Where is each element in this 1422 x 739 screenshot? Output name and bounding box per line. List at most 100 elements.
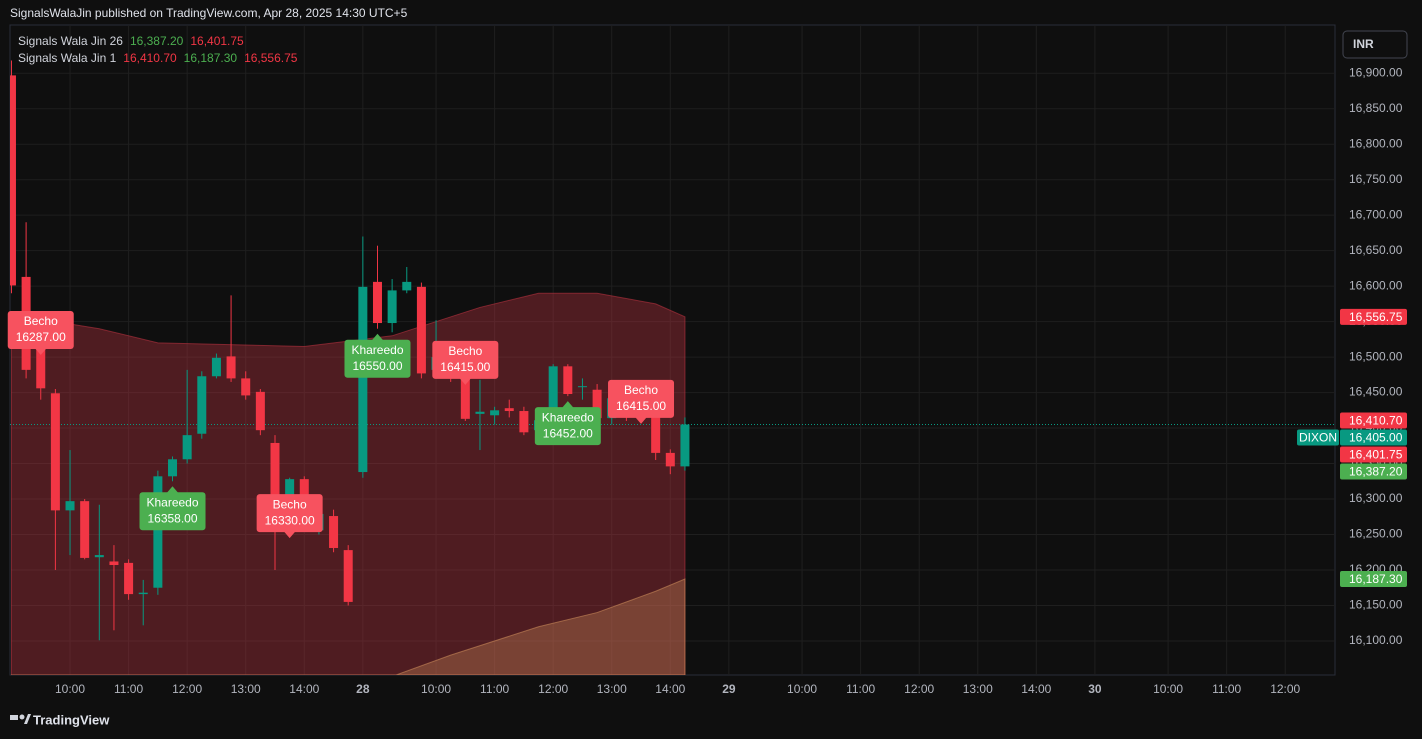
y-tick-label: 16,900.00 bbox=[1349, 65, 1403, 79]
candle-body bbox=[197, 376, 207, 434]
price-badge bbox=[1340, 429, 1407, 446]
candle-body bbox=[168, 459, 178, 477]
candle-body bbox=[109, 561, 119, 566]
x-tick-label: 29 bbox=[722, 682, 736, 696]
x-tick-label: 13:00 bbox=[231, 682, 261, 696]
signal-box bbox=[608, 379, 675, 418]
x-tick-label: 13:00 bbox=[597, 682, 627, 696]
candle-body bbox=[475, 411, 485, 414]
x-tick-label: 12:00 bbox=[904, 682, 934, 696]
y-tick-label: 16,850.00 bbox=[1349, 101, 1403, 115]
candle-body bbox=[124, 562, 134, 595]
header: SignalsWalaJin published on TradingView.… bbox=[10, 6, 408, 20]
signal-label: Khareedo bbox=[146, 495, 198, 509]
signal-label: Becho bbox=[24, 314, 58, 328]
signal-arrow bbox=[635, 416, 648, 424]
signal-label: Khareedo bbox=[542, 410, 594, 424]
symbol-label: DIXON bbox=[1299, 431, 1337, 445]
currency-button[interactable] bbox=[1342, 30, 1408, 59]
candle-body bbox=[270, 442, 280, 531]
price-badge-label: 16,387.20 bbox=[1349, 465, 1403, 479]
price-badge-label: 16,556.75 bbox=[1349, 310, 1403, 324]
footer-brand: TradingView bbox=[33, 712, 110, 727]
signal-arrow bbox=[283, 531, 296, 539]
candle-body bbox=[329, 516, 339, 548]
candle-body bbox=[153, 476, 163, 588]
signal-box bbox=[139, 492, 206, 531]
candle-body bbox=[65, 501, 75, 511]
signal-box bbox=[344, 339, 411, 378]
symbol-badge bbox=[1297, 429, 1339, 446]
legend-value: 16,387.20 bbox=[130, 34, 184, 48]
signal-price: 16358.00 bbox=[147, 511, 197, 525]
candle-body bbox=[343, 550, 353, 602]
candle-body bbox=[387, 290, 397, 324]
signal-box bbox=[256, 494, 323, 533]
candle-body bbox=[548, 366, 558, 426]
price-badge bbox=[1340, 463, 1407, 480]
x-tick-label: 11:00 bbox=[114, 682, 143, 696]
y-tick-label: 16,150.00 bbox=[1349, 598, 1403, 612]
signal-price: 16415.00 bbox=[440, 360, 490, 374]
price-badge bbox=[1340, 570, 1407, 587]
candle-body bbox=[211, 357, 221, 377]
signal-arrow bbox=[166, 486, 179, 494]
band-area bbox=[10, 578, 686, 675]
candle-body bbox=[651, 415, 661, 453]
price-badge-label: 16,187.30 bbox=[1349, 572, 1403, 586]
price-badge bbox=[1340, 308, 1407, 325]
x-tick-label: 13:00 bbox=[963, 682, 993, 696]
price-badge-label: 16,405.00 bbox=[1349, 431, 1403, 445]
y-tick-label: 16,250.00 bbox=[1349, 527, 1403, 541]
candle-body bbox=[255, 391, 265, 431]
y-tick-label: 16,650.00 bbox=[1349, 243, 1403, 257]
price-badge bbox=[1340, 412, 1407, 429]
candle-body bbox=[402, 281, 412, 291]
signal-label: Becho bbox=[624, 383, 658, 397]
candle-body bbox=[36, 345, 46, 389]
x-tick-label: 12:00 bbox=[538, 682, 568, 696]
y-tick-label: 16,750.00 bbox=[1349, 172, 1403, 186]
candle-body bbox=[94, 555, 104, 558]
x-tick-label: 10:00 bbox=[55, 682, 85, 696]
candle-body bbox=[138, 592, 148, 595]
y-tick-label: 16,500.00 bbox=[1349, 349, 1403, 363]
candle-body bbox=[519, 411, 529, 433]
x-tick-label: 10:00 bbox=[1153, 682, 1183, 696]
signal-label: Becho bbox=[448, 344, 482, 358]
signal-arrow bbox=[459, 377, 472, 385]
y-tick-label: 16,700.00 bbox=[1349, 207, 1403, 221]
candle-body bbox=[416, 286, 426, 374]
x-tick-label: 14:00 bbox=[1021, 682, 1051, 696]
x-tick-label: 11:00 bbox=[1212, 682, 1241, 696]
candle-body bbox=[50, 393, 60, 511]
signal-price: 16452.00 bbox=[543, 426, 593, 440]
legend-name: Signals Wala Jin 26 bbox=[18, 34, 123, 48]
x-tick-label: 11:00 bbox=[846, 682, 875, 696]
signal-box bbox=[7, 311, 74, 350]
x-tick-label: 10:00 bbox=[787, 682, 817, 696]
price-badge-label: 16,410.70 bbox=[1349, 414, 1403, 428]
legend-value: 16,401.75 bbox=[190, 34, 244, 48]
candle-body bbox=[490, 410, 500, 416]
signal-price: 16550.00 bbox=[352, 359, 402, 373]
price-badge-label: 16,401.75 bbox=[1349, 448, 1403, 462]
candle-body bbox=[241, 378, 251, 396]
legend-value: 16,187.30 bbox=[184, 51, 238, 65]
x-tick-label: 14:00 bbox=[289, 682, 319, 696]
x-tick-label: 14:00 bbox=[655, 682, 685, 696]
signal-arrow bbox=[561, 401, 574, 409]
currency: INR bbox=[1353, 37, 1374, 51]
signal-arrow bbox=[34, 348, 47, 356]
candle-body bbox=[358, 286, 368, 473]
signal-box bbox=[432, 340, 499, 379]
candle-body bbox=[592, 389, 602, 419]
signal-price: 16330.00 bbox=[265, 513, 315, 527]
candle-body bbox=[563, 366, 573, 394]
candle-body bbox=[680, 424, 690, 467]
signal-label: Khareedo bbox=[351, 343, 403, 357]
candle-body bbox=[182, 435, 192, 460]
candle-body bbox=[577, 386, 587, 388]
price-badge bbox=[1340, 446, 1407, 463]
candle-body bbox=[372, 281, 382, 324]
